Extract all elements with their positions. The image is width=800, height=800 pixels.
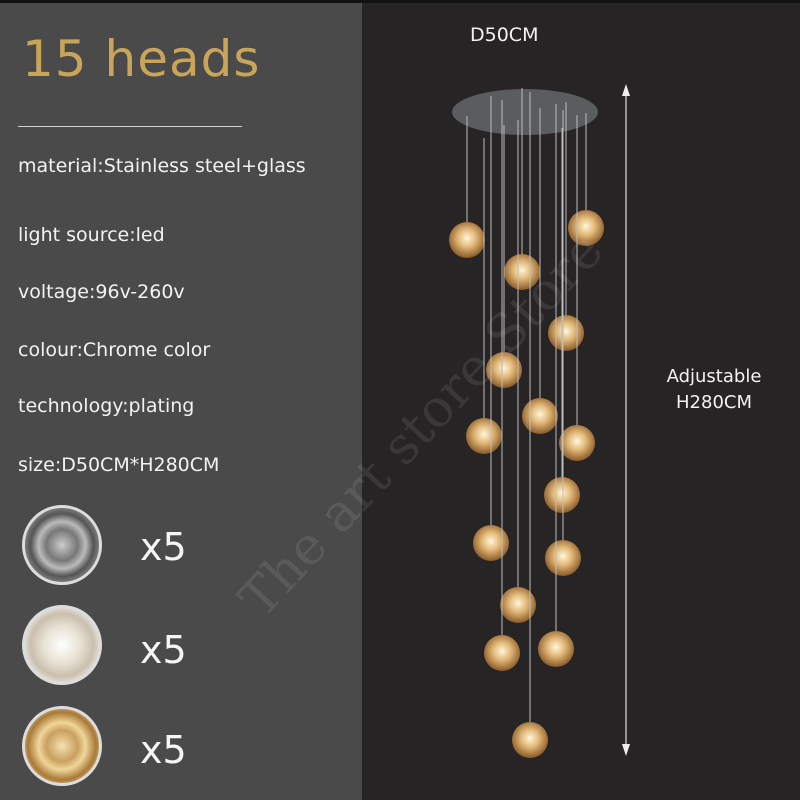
- amber-glass-ball-icon: [22, 706, 102, 786]
- glass-ball: [512, 722, 548, 758]
- glass-ball: [449, 222, 485, 258]
- canopy: [452, 89, 598, 135]
- spec-material: material:Stainless steel+glass: [18, 155, 306, 177]
- glass-ball: [500, 587, 536, 623]
- smoke-glass-ball-icon: [22, 505, 102, 585]
- spec-size: size:D50CM*H280CM: [18, 454, 220, 476]
- glass-ball: [538, 631, 574, 667]
- glass-ball: [473, 525, 509, 561]
- glass-ball: [504, 254, 540, 290]
- clear-glass-ball-icon: [22, 605, 102, 685]
- glass-ball: [484, 635, 520, 671]
- heads-title: 15 heads: [22, 30, 261, 88]
- variant-quantity: x5: [140, 728, 187, 772]
- variant-quantity: x5: [140, 628, 187, 672]
- glass-ball: [544, 477, 580, 513]
- arrow-head-top: [622, 84, 630, 96]
- glass-ball: [548, 315, 584, 351]
- spec-light-source: light source:led: [18, 224, 165, 246]
- arrow-head-bottom: [622, 744, 630, 756]
- height-label-line1: Adjustable: [666, 366, 762, 387]
- spec-technology: technology:plating: [18, 395, 195, 417]
- top-border: [0, 0, 800, 3]
- glass-ball: [486, 352, 522, 388]
- spec-voltage: voltage:96v-260v: [18, 281, 185, 303]
- glass-ball: [545, 540, 581, 576]
- product-panel: [362, 3, 800, 800]
- diameter-label: D50CM: [470, 24, 539, 46]
- glass-ball: [559, 425, 595, 461]
- title-divider: [18, 126, 242, 127]
- glass-ball: [522, 398, 558, 434]
- glass-ball: [466, 418, 502, 454]
- height-label: Adjustable H280CM: [654, 364, 774, 416]
- spec-colour: colour:Chrome color: [18, 339, 211, 361]
- height-label-line2: H280CM: [676, 392, 752, 413]
- variant-quantity: x5: [140, 525, 187, 569]
